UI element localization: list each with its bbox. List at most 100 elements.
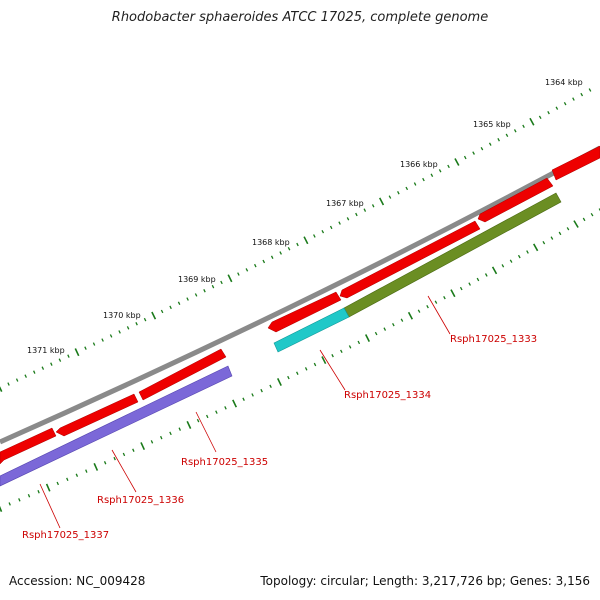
tick-mark	[169, 305, 172, 310]
tick-mark	[555, 106, 559, 110]
tick-mark	[101, 338, 104, 342]
gene-label-rsph17025-1334: Rsph17025_1334	[344, 390, 431, 401]
tick-mark	[505, 133, 509, 138]
tick-mark	[113, 456, 116, 461]
tick-mark	[186, 297, 189, 301]
tick-mark	[151, 311, 157, 320]
tick-mark	[484, 273, 488, 277]
tick-mark	[321, 229, 325, 234]
genome-backbone	[0, 145, 600, 445]
tick-mark	[135, 322, 138, 326]
tick-mark	[454, 158, 460, 166]
tick-mark	[303, 236, 309, 245]
tick-mark	[480, 146, 484, 151]
tick-mark	[75, 473, 79, 477]
cds-arrow	[0, 427, 57, 465]
tick-mark	[254, 263, 257, 268]
tick-mark	[270, 255, 274, 259]
genome-title: Rhodobacter sphaeroides ATCC 17025, comp…	[111, 10, 489, 25]
tick-mark	[468, 282, 471, 286]
tick-mark	[296, 371, 299, 375]
tick-mark	[405, 186, 409, 191]
tick-mark	[150, 440, 154, 444]
tick-mark	[331, 354, 334, 358]
tick-mark	[143, 317, 147, 322]
tick-mark	[422, 177, 425, 182]
tick-mark	[346, 217, 350, 221]
tick-mark	[472, 151, 475, 155]
tick-mark	[287, 247, 291, 251]
tick-mark	[438, 169, 442, 173]
tick-mark	[588, 88, 592, 92]
tick-mark	[0, 386, 3, 392]
tick-mark	[8, 502, 11, 506]
tick-mark	[92, 342, 96, 346]
tick-mark	[355, 212, 358, 217]
tick-mark	[84, 346, 87, 350]
tick-mark	[338, 221, 341, 225]
tick-mark	[126, 326, 130, 330]
tick-mark	[269, 384, 272, 388]
tick-mark	[371, 204, 375, 208]
tick-mark	[15, 378, 19, 382]
tick-mark	[491, 266, 498, 275]
kbp-label: 1366 kbp	[400, 160, 438, 169]
tick-mark	[357, 340, 361, 345]
accession-text: Accession: NC_009428	[9, 574, 146, 588]
tick-mark	[140, 442, 146, 451]
gene-label-rsph17025-1336: Rsph17025_1336	[97, 495, 184, 506]
tick-mark	[194, 293, 198, 297]
cds-arrow	[551, 145, 600, 181]
gene-bar-rsph17025-1333	[343, 192, 562, 318]
tick-mark	[296, 242, 299, 247]
tick-mark	[364, 334, 371, 342]
tick-mark	[513, 129, 517, 133]
tick-mark	[590, 212, 594, 217]
tick-mark	[220, 280, 223, 285]
tick-mark	[33, 370, 36, 374]
kbp-labels: 1364 kbp 1365 kbp 1366 kbp 1367 kbp 1368…	[27, 78, 583, 355]
tick-mark	[304, 367, 308, 371]
label-lines	[39, 295, 451, 529]
tick-mark	[109, 334, 113, 338]
tick-mark	[447, 164, 450, 169]
tick-mark	[501, 264, 505, 268]
tick-mark	[329, 225, 333, 230]
tick-mark	[67, 354, 70, 358]
tick-mark	[313, 234, 316, 238]
tick-mark	[169, 431, 172, 436]
tick-mark	[93, 462, 99, 471]
tick-mark	[388, 195, 392, 199]
tick-mark	[497, 138, 500, 142]
tick-mark	[41, 366, 45, 370]
tick-mark	[211, 284, 215, 289]
gene-label-rsph17025-1335: Rsph17025_1335	[181, 457, 268, 468]
tick-mark	[215, 410, 218, 414]
tick-mark	[443, 295, 446, 300]
tick-mark	[550, 236, 554, 240]
tick-mark	[196, 418, 200, 423]
tick-mark	[45, 483, 51, 492]
tick-mark	[50, 362, 53, 366]
tick-mark	[340, 349, 343, 354]
tick-mark	[383, 327, 387, 331]
tick-mark	[37, 489, 40, 494]
tick-mark	[245, 268, 249, 272]
tick-mark	[132, 448, 135, 452]
tick-mark	[118, 330, 121, 334]
tick-mark	[374, 331, 378, 336]
tick-mark	[517, 254, 521, 259]
tick-mark	[279, 251, 282, 255]
tick-mark	[417, 309, 421, 313]
tick-mark	[529, 117, 535, 126]
tick-mark	[7, 382, 10, 386]
tick-mark	[56, 481, 59, 486]
tick-mark	[563, 101, 567, 106]
kbp-label: 1368 kbp	[252, 238, 290, 247]
tick-mark	[407, 311, 414, 320]
tick-mark	[237, 272, 240, 276]
tick-mark	[572, 97, 575, 101]
tick-mark	[227, 274, 233, 283]
tick-mark	[160, 435, 163, 440]
tick-mark	[160, 309, 164, 314]
